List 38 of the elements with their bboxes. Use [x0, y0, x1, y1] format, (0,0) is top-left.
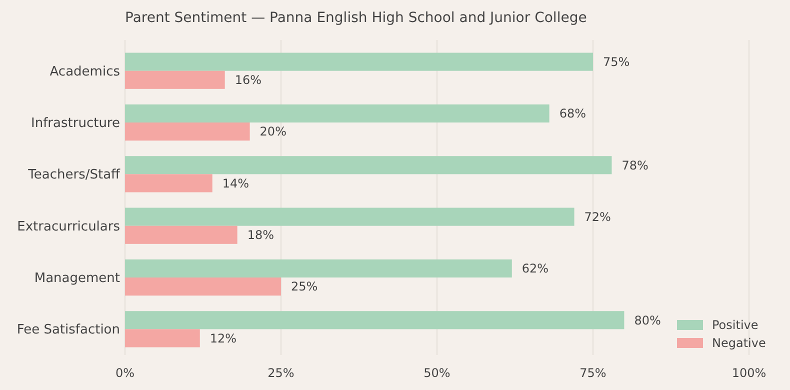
bar: [125, 226, 238, 244]
x-tick-label: 25%: [268, 366, 294, 380]
y-tick-label: Extracurriculars: [17, 219, 120, 234]
chart-title: Parent Sentiment — Panna English High School and Junior College: [125, 10, 587, 26]
data-label: 25%: [291, 280, 318, 294]
bar: [125, 156, 612, 174]
bar: [125, 52, 593, 71]
bar: [125, 311, 624, 330]
bar: [125, 208, 574, 226]
bar: [125, 329, 200, 348]
data-label: 78%: [622, 158, 648, 172]
x-tick-label: 100%: [732, 366, 766, 380]
x-tick-label: 0%: [115, 366, 135, 380]
bar: [125, 70, 225, 89]
data-label: 20%: [260, 124, 286, 139]
y-tick-label: Infrastructure: [31, 116, 120, 132]
data-label: 62%: [522, 262, 549, 276]
bar: [125, 278, 281, 296]
x-tick-label: 75%: [580, 366, 606, 380]
bar: [125, 259, 512, 278]
data-label: 80%: [634, 313, 661, 328]
data-label: 72%: [584, 210, 611, 224]
y-tick-label: Fee Satisfaction: [16, 322, 120, 338]
bar: [125, 122, 250, 141]
bar: [125, 104, 550, 122]
legend-label: Positive: [712, 318, 758, 332]
x-tick-label: 50%: [424, 366, 450, 380]
data-label: 68%: [559, 106, 586, 121]
y-tick-label: Teachers/Staff: [27, 168, 122, 183]
data-label: 75%: [603, 54, 630, 69]
data-label: 18%: [247, 228, 274, 242]
legend-label: Negative: [712, 336, 766, 350]
y-tick-label: Management: [34, 271, 120, 286]
data-label: 16%: [234, 73, 262, 88]
bar: [125, 174, 212, 192]
y-tick-label: Academics: [50, 64, 120, 80]
data-label: 12%: [210, 331, 237, 346]
data-label: 14%: [222, 176, 250, 190]
